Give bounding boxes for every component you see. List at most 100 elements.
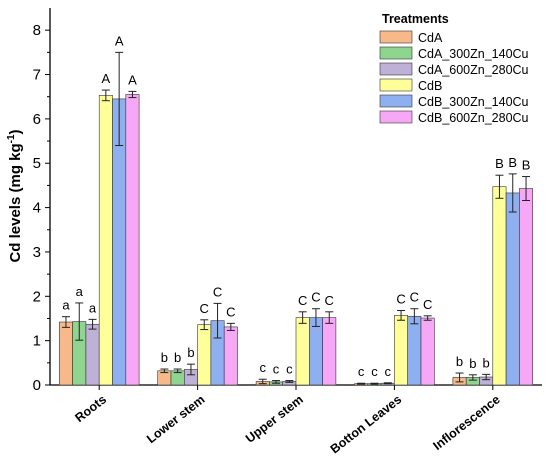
bar-group: b [157, 350, 172, 386]
legend-label: CdB_600Zn_280Cu [418, 111, 529, 125]
significance-letter: c [385, 364, 392, 379]
y-tick-label: 7 [33, 67, 41, 84]
bar-group: b [465, 356, 480, 386]
bar-group: C [197, 301, 212, 386]
y-tick-label: 1 [33, 333, 41, 350]
bar-group: a [85, 300, 100, 386]
x-axis: Roots Lower stem Upper stem Botton Leaves In… [73, 385, 503, 456]
y-axis-label: Cd levels (mg kg-1) [6, 129, 24, 262]
legend-item: CdB_300Zn_140Cu [379, 94, 529, 109]
bar-group: C [394, 291, 408, 386]
bar-group: C [407, 290, 422, 386]
significance-letter: c [260, 360, 267, 375]
bar-group: b [479, 355, 494, 386]
significance-letter: A [102, 71, 111, 86]
legend-swatch [379, 94, 413, 108]
legend-item: CdA [379, 30, 443, 45]
x-tick-label: Botton Leaves [328, 392, 405, 456]
x-tick-label: Lower stem [144, 392, 207, 446]
bar-group: b [170, 350, 185, 386]
legend-label: CdB [418, 79, 442, 93]
bar-group: B [505, 155, 520, 386]
significance-letter: C [410, 290, 419, 305]
bar-group: C [295, 293, 310, 386]
significance-letter: c [371, 364, 378, 379]
significance-letter: C [213, 284, 222, 299]
y-axis-label-sup: -1 [6, 134, 17, 143]
significance-letter: b [161, 350, 168, 365]
significance-letter: A [128, 72, 137, 87]
bar [197, 324, 212, 386]
significance-letter: a [76, 284, 84, 299]
bar [407, 315, 422, 386]
significance-letter: C [298, 293, 307, 308]
significance-letter: b [187, 345, 194, 360]
bar-group: a [58, 298, 73, 386]
x-tick-label: Upper stem [243, 392, 306, 445]
bar-group: C [308, 290, 323, 386]
bar [394, 315, 408, 386]
bar-group: A [98, 71, 113, 386]
legend-swatch [379, 46, 413, 60]
legend-item: CdA_300Zn_140Cu [379, 46, 529, 61]
y-tick-label: 6 [33, 111, 41, 128]
significance-letter: a [62, 298, 70, 313]
bar [308, 317, 323, 386]
significance-letter: c [286, 362, 293, 377]
significance-letter: B [495, 156, 504, 171]
significance-letter: b [456, 354, 463, 369]
bar [519, 188, 534, 386]
bar-group: c [282, 362, 297, 386]
bar [58, 321, 73, 386]
bar-group: C [210, 284, 225, 386]
y-tick-label: 3 [33, 244, 41, 261]
legend-item: CdB [379, 78, 442, 93]
bar-group: c [255, 360, 270, 386]
legend-item: CdB_600Zn_280Cu [379, 110, 529, 125]
significance-letter: C [226, 304, 235, 319]
x-tick-label: Roots [73, 392, 110, 425]
bar-group: c [367, 364, 382, 386]
bar [505, 192, 520, 386]
bar [125, 94, 140, 386]
bar-group: A [112, 33, 127, 386]
y-tick-label: 0 [33, 377, 41, 394]
bar-group: A [125, 72, 140, 386]
legend-label: CdA_300Zn_140Cu [418, 47, 529, 61]
significance-letter: C [311, 290, 320, 305]
significance-letter: C [325, 293, 334, 308]
bar [223, 326, 238, 386]
significance-letter: B [522, 158, 531, 173]
bar [322, 317, 337, 386]
significance-letter: C [200, 301, 209, 316]
y-tick-label: 2 [33, 288, 41, 305]
y-tick-label: 8 [33, 22, 41, 39]
y-axis-label-main: Cd levels (mg kg [7, 143, 24, 262]
significance-letter: C [423, 297, 432, 312]
significance-letter: B [508, 155, 517, 170]
significance-letter: a [89, 300, 97, 315]
significance-letter: b [174, 350, 181, 365]
legend: Treatments CdA CdA_300Zn_140Cu CdA_600Zn_28… [379, 12, 529, 125]
y-axis-label-tail: ) [7, 129, 24, 134]
bar-group: b [452, 354, 467, 386]
bar [98, 95, 113, 386]
legend-swatch [379, 110, 413, 124]
bar-group: a [72, 284, 87, 386]
bar [420, 317, 435, 386]
bar-group: B [492, 156, 507, 386]
significance-letter: c [273, 362, 280, 377]
bar [492, 186, 507, 386]
y-tick-label: 4 [33, 200, 41, 217]
legend-label: CdA [418, 31, 443, 45]
y-tick-label: 5 [33, 155, 41, 172]
legend-swatch [379, 78, 413, 92]
x-tick-label: Inflorescence [431, 392, 503, 453]
bar [295, 317, 310, 386]
legend-swatch [379, 30, 413, 44]
significance-letter: b [469, 356, 476, 371]
significance-letter: c [358, 364, 365, 379]
bar-group: C [420, 297, 435, 386]
